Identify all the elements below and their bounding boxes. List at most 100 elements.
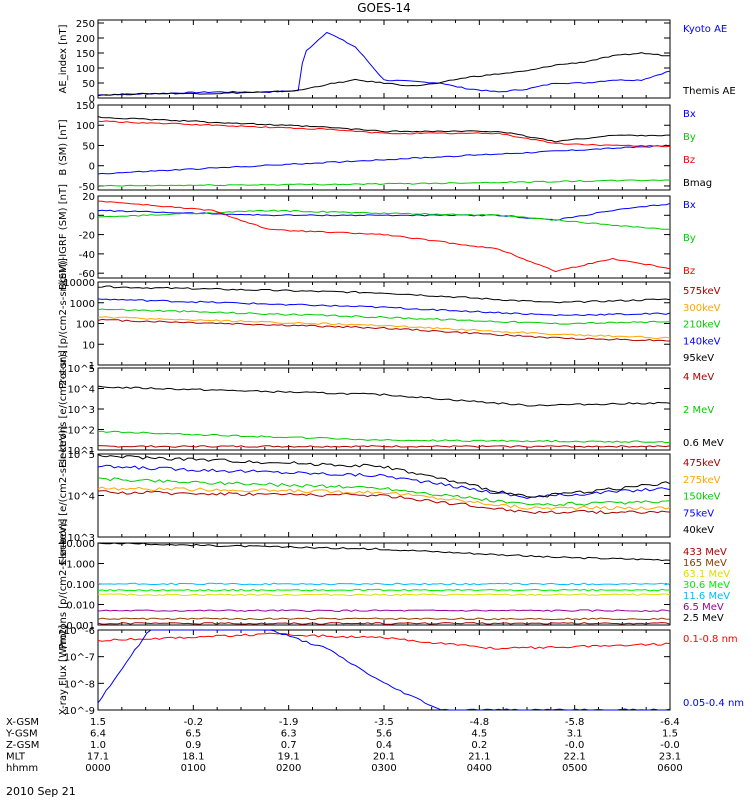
ephemeris-value: 6.5 [185,729,201,740]
ephemeris-value: -4.8 [470,717,490,728]
y-axis-label: Electrons [e/(cm2-s-sr)] [58,350,69,468]
ephemeris-value: 0300 [371,763,396,774]
panel-b: -50 0 50 100 150 B (SM) [nT] Bx By Bz Bmag [58,101,712,193]
ephemeris-value: 18.1 [182,752,204,763]
panel-frame [97,104,671,191]
series-line-95kev [97,285,671,304]
ephemeris-value: 22.1 [564,752,586,763]
y-tick-label: 0 [89,94,95,105]
plot-title: GOES-14 [357,1,411,15]
legend-label: By [683,132,696,143]
series-line-0-1-0-8-nm [97,632,671,650]
y-tick-label: 0.001 [66,621,95,632]
legend-label: Themis AE [682,86,736,97]
series-line-by [98,209,671,230]
legend-label: Kyoto AE [683,24,727,35]
series-line-0-6-mev [97,385,671,407]
legend-label: By [683,233,696,244]
ephemeris-value: 3.1 [567,729,583,740]
y-tick-label: -20 [79,231,95,242]
panel-bigrf: -60 -40 -20 0 20 B(SM)-IGRF (SM) [nT] Bx By Bz [58,184,696,290]
series-line-6-5-mev [97,609,671,613]
y-tick-label: 10^5 [68,364,95,375]
y-tick-label: 10 [82,340,95,351]
panel-frame [97,19,671,99]
ephemeris-value: 0.2 [471,740,487,751]
y-tick-label: 150 [76,49,95,60]
y-tick-label: 10^-8 [64,679,95,690]
ephemeris-value: 20.1 [373,752,395,763]
series-line-by [97,179,671,187]
y-tick-label: 20 [82,192,95,203]
panel-ae: 0 50 100 150 200 250 AE_index [nT] Kyoto AE Them… [58,19,736,105]
ephemeris-value: 17.1 [87,752,109,763]
y-tick-label: 10^3 [68,533,95,544]
y-tick-label: 10^1 [68,446,95,457]
series-line-475kev [97,490,671,515]
series-line-themis-ae [97,52,671,97]
legend-label: 40keV [683,525,714,536]
legend-label: 165 MeV [683,558,727,569]
y-axis-label: B(SM)-IGRF (SM) [nT] [58,184,69,290]
legend-label: 75keV [683,508,714,519]
ephemeris-value: 0.7 [281,740,297,751]
ephemeris-value: 0500 [562,763,587,774]
y-tick-label: 200 [76,34,95,45]
date-label: 2010 Sep 21 [6,785,76,798]
ephemeris-row-label: Z-GSM [6,740,39,751]
y-axis-label: Protons [p/(cm2-s-sr-keV)] [58,519,69,650]
y-tick-label: 100 [76,320,95,331]
ephemeris-value: -0.0 [660,740,680,751]
legend-label: 575keV [683,286,721,297]
legend-label: 30.6 MeV [683,580,730,591]
ephemeris-value: 1.5 [662,729,678,740]
ephemeris-value: 1.5 [90,717,106,728]
ephemeris-value: -0.2 [184,717,204,728]
legend-label: 2 MeV [683,405,714,416]
ephemeris-row-label: Y-GSM [5,729,38,740]
legend-label: 0.05-0.4 nm [683,698,744,709]
y-tick-label: 250 [76,19,95,30]
ephemeris-value: 6.3 [281,729,297,740]
ephemeris-value: 0.9 [185,740,201,751]
ephemeris-value: 0000 [85,763,110,774]
legend-label: 4 MeV [683,372,714,383]
legend-label: 150keV [683,492,721,503]
legend-label: Bz [683,266,695,277]
ephemeris-row-label: hhmm [6,763,38,774]
ephemeris-row-label: MLT [6,752,26,763]
y-tick-label: 150 [76,101,95,112]
legend-label: 140keV [683,336,721,347]
ephemeris-value: 0600 [657,763,682,774]
legend-label: 0.1-0.8 nm [683,634,738,645]
ephemeris-value: 0400 [467,763,492,774]
y-tick-label: -40 [79,250,95,261]
panel-xray: 10^-9 10^-8 10^-7 10^-6X-ray Flux [W/m2] 0.1… [58,625,744,717]
legend-label: 275keV [683,475,721,486]
ephemeris-value: 4.5 [471,729,487,740]
series-line-300kev [98,316,671,339]
series-line-433-mev [97,622,671,625]
series-line-bmag [97,116,670,143]
y-tick-label: 50 [82,141,95,152]
ephemeris-value: 0.4 [376,740,392,751]
y-tick-label: 50 [82,79,95,90]
legend-label: Bx [683,200,696,211]
y-tick-label: 0 [89,211,95,222]
ephemeris-value: 19.1 [278,752,300,763]
legend-label: 95keV [683,353,714,364]
series-line-4-mev [97,445,671,448]
series-line-bz [97,120,671,148]
y-axis-label: Electrons [e/(cm2-s-sr-keV)] [58,426,69,565]
y-tick-label: 10^3 [68,405,95,416]
y-axis-label: Protons [p/(cm2-s-sr-keV)] [58,258,69,389]
legend-label: Bz [683,155,695,166]
panel-frame [97,629,671,711]
y-tick-label: 1000 [70,299,95,310]
series-line-30-6-mev [97,588,671,592]
y-tick-label: 10^-7 [64,653,95,664]
panel-frame [97,367,671,451]
